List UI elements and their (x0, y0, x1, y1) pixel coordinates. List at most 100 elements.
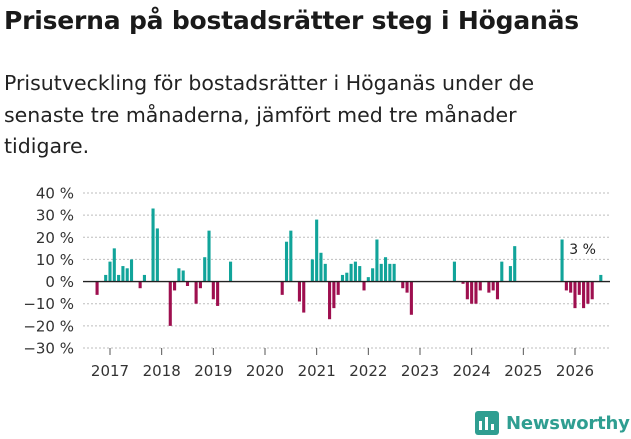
bar (487, 281, 491, 293)
newsworthy-logo-icon (475, 411, 499, 435)
x-tick-label: 2021 (298, 362, 336, 380)
y-tick-label: 20 % (36, 229, 74, 247)
bar (569, 281, 573, 293)
bar (151, 208, 155, 282)
bar (478, 281, 482, 291)
gridlines (83, 192, 610, 349)
x-tick-label: 2025 (504, 362, 542, 380)
bar (229, 261, 233, 282)
bar (409, 281, 413, 315)
bar (121, 266, 125, 282)
bar (323, 263, 327, 282)
bar (198, 281, 202, 289)
bar (491, 281, 495, 291)
bar (362, 281, 366, 291)
bar (345, 272, 349, 282)
x-tick-label: 2022 (349, 362, 387, 380)
bar (379, 263, 383, 282)
bar (302, 281, 306, 313)
x-tick-label: 2017 (91, 362, 129, 380)
axis-labels: 40 % 30 % 20 % 10 % 0 % −10 % −20 % −30 % 2017 20… (23, 185, 596, 381)
newsworthy-brand[interactable]: Newsworthy (475, 407, 630, 439)
bar (168, 281, 172, 326)
bar (328, 281, 332, 320)
bar (194, 281, 198, 304)
x-tick-label: 2019 (194, 362, 232, 380)
bar (138, 281, 142, 289)
bar (211, 281, 215, 300)
bar (95, 281, 99, 295)
bar (117, 274, 121, 282)
bar (590, 281, 594, 300)
bar (155, 228, 159, 282)
bar (340, 274, 345, 282)
bar (297, 281, 301, 302)
bar (383, 257, 388, 282)
bar (371, 268, 375, 282)
bar (108, 261, 112, 282)
bar (500, 261, 504, 282)
axes (83, 280, 610, 355)
bar (173, 281, 177, 291)
bar (207, 230, 211, 282)
bar (582, 281, 586, 309)
bar (185, 281, 190, 286)
annotation-label: 3 % (569, 242, 596, 258)
bar (319, 252, 323, 282)
bar (315, 219, 319, 282)
chart-title: Priserna på bostadsrätter steg i Höganäs (4, 6, 579, 35)
bar (474, 281, 478, 304)
bar (392, 263, 396, 282)
y-tick-label: 0 % (45, 273, 74, 291)
y-tick-label: 40 % (36, 185, 74, 203)
bar (289, 230, 293, 282)
x-tick-label: 2018 (143, 362, 181, 380)
bar (177, 268, 181, 282)
chart-subtitle: Prisutveckling för bostadsrätter i Högan… (4, 71, 535, 158)
bar (560, 239, 564, 282)
bar (401, 281, 405, 289)
bar (284, 241, 289, 282)
y-tick-label: −20 % (23, 317, 74, 335)
bar (465, 281, 469, 300)
bar (353, 261, 357, 282)
bar (366, 277, 370, 282)
bar (564, 281, 568, 291)
bar (405, 281, 409, 293)
bar (125, 268, 129, 282)
bar (577, 281, 581, 295)
bar (142, 274, 146, 282)
bar (203, 257, 207, 282)
bar (216, 281, 220, 306)
bar (336, 281, 340, 295)
x-tick-label: 2020 (246, 362, 284, 380)
bar (129, 259, 134, 282)
y-tick-label: 30 % (36, 207, 74, 225)
bar (470, 281, 474, 304)
bar (586, 281, 590, 304)
brand-name: Newsworthy (506, 412, 630, 434)
bar (508, 266, 512, 282)
x-tick-label: 2024 (453, 362, 491, 380)
y-tick-label: −10 % (23, 295, 74, 313)
bar (332, 281, 336, 309)
x-tick-label: 2026 (556, 362, 594, 380)
price-change-chart: 40 % 30 % 20 % 10 % 0 % −10 % −20 % −30 % 2017 20… (23, 185, 610, 381)
y-tick-label: −30 % (23, 340, 74, 358)
bar (513, 246, 517, 282)
x-tick-label: 2023 (401, 362, 439, 380)
bar (452, 261, 456, 282)
bar (358, 266, 362, 282)
bar (599, 274, 603, 282)
bar (495, 281, 500, 300)
bar (280, 281, 284, 295)
bar (104, 274, 108, 282)
bar (375, 239, 379, 282)
bars (95, 208, 603, 326)
bar (573, 281, 577, 309)
bar (112, 248, 116, 282)
bar (310, 259, 314, 282)
y-tick-label: 10 % (36, 251, 74, 269)
bar (388, 263, 392, 282)
bar (461, 281, 465, 284)
